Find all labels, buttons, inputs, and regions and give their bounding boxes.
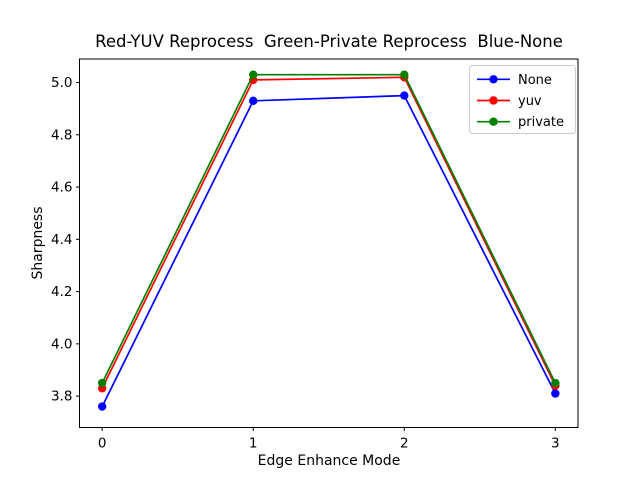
series-line-None [101, 94, 557, 407]
legend-label-private: private [518, 115, 564, 130]
y-tick-label-5.0: 5.0 [51, 75, 72, 91]
data-point-private-x2 [400, 70, 409, 79]
x-tick-label-1: 1 [249, 436, 258, 452]
x-tick-label-2: 2 [400, 436, 409, 452]
y-tick-label-4.6: 4.6 [51, 180, 72, 196]
data-point-private-x1 [249, 70, 258, 79]
series-line-yuv [101, 76, 557, 389]
legend-marker-None [489, 75, 498, 84]
y-tick-label-4.4: 4.4 [51, 232, 72, 248]
axes-frame [79, 58, 579, 428]
y-tick-label-4.0: 4.0 [51, 336, 72, 352]
legend-marker-yuv [489, 96, 498, 105]
data-point-None-x3 [551, 389, 560, 398]
x-tick-label-3: 3 [551, 436, 560, 452]
y-tick-label-4.8: 4.8 [51, 127, 72, 143]
data-point-None-x0 [97, 402, 107, 411]
series-line-private [101, 73, 557, 384]
data-point-None-x1 [249, 96, 258, 106]
series-layer [97, 70, 560, 411]
axes-layer: 0 1 2 3 3.8 4.0 4.2 4.4 4.6 4.8 5.0 [51, 58, 579, 452]
y-tick-label-3.8: 3.8 [51, 389, 72, 405]
legend: None yuv private [469, 65, 576, 134]
y-axis-label: Sharpness [30, 206, 46, 279]
data-point-None-x2 [400, 91, 409, 100]
x-tick-label-0: 0 [98, 436, 107, 452]
data-point-private-x0 [97, 378, 107, 388]
legend-marker-private [489, 117, 498, 126]
y-tick-label-4.2: 4.2 [51, 284, 72, 300]
data-point-private-x3 [551, 378, 560, 388]
labels-layer: Red-YUV Reprocess Green-Private Reproces… [30, 32, 563, 469]
x-axis-label: Edge Enhance Mode [258, 453, 401, 469]
legend-label-None: None [518, 73, 552, 88]
legend-label-yuv: yuv [518, 94, 542, 109]
chart-title: Red-YUV Reprocess Green-Private Reproces… [95, 32, 563, 51]
